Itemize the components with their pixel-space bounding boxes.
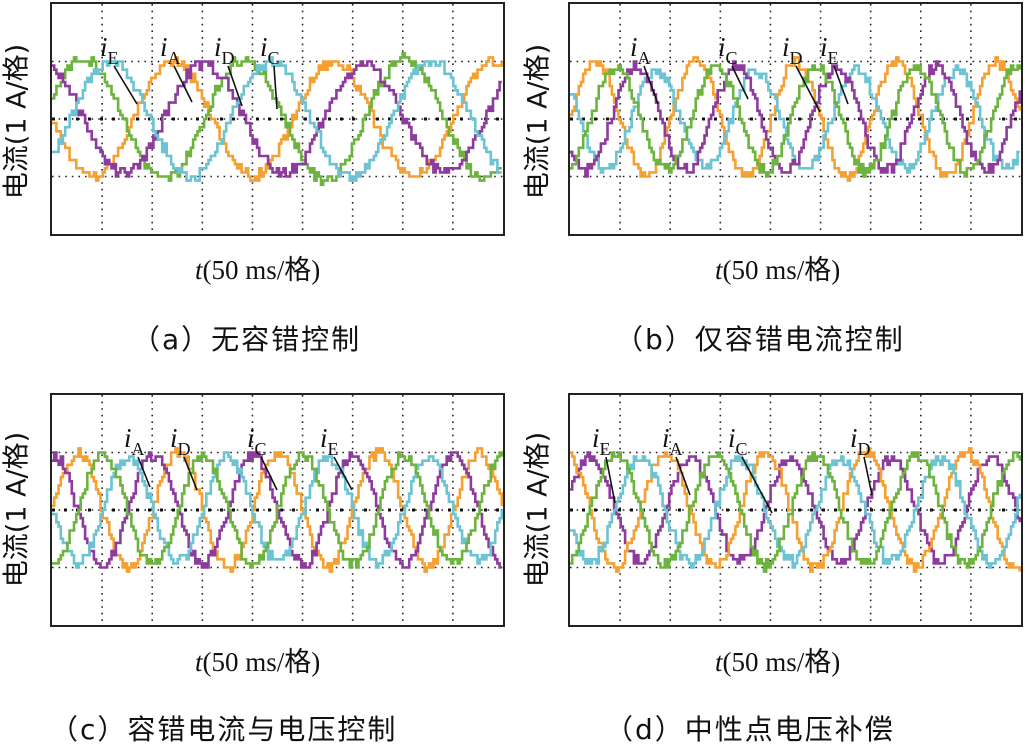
oscillogram-c: iA iD iC iE	[50, 393, 505, 627]
series-line-iA	[570, 447, 1021, 573]
trace-label-text: iA	[160, 32, 181, 68]
grid	[570, 4, 1021, 234]
series-line-iD	[52, 60, 502, 178]
leader-line	[731, 65, 749, 100]
trace-label: iA	[662, 423, 691, 496]
oscillogram-b: iA iC iD iE	[568, 2, 1023, 236]
trace-label-text: iE	[592, 423, 611, 459]
leader-line	[260, 456, 278, 491]
series-line-iE	[52, 451, 503, 569]
x-axis-variable: t	[195, 255, 203, 285]
x-axis-unit: (50 ms/格)	[722, 255, 841, 285]
series-line-iC	[570, 455, 1021, 569]
y-axis-label: 电流(1 A/格)	[522, 431, 554, 588]
x-axis-label: t(50 ms/格)	[195, 640, 320, 679]
leader-line	[795, 65, 821, 113]
leader-line	[741, 456, 773, 514]
trace-label: iC	[260, 32, 280, 110]
chart-canvas-d: iE iA iC iD	[570, 395, 1021, 625]
trace-label-text: iA	[124, 423, 145, 459]
y-axis-label: 电流(1 A/格)	[1, 431, 33, 588]
x-axis-variable: t	[715, 647, 723, 677]
trace-label-text: iD	[170, 423, 191, 459]
trace-label: iE	[100, 32, 138, 105]
trace-label: iA	[124, 423, 151, 488]
trace-label-text: iC	[247, 423, 267, 459]
caption-a: （a）无容错控制	[132, 323, 362, 356]
trace-label: iE	[320, 423, 353, 491]
grid	[52, 4, 503, 234]
series-line-iA	[52, 447, 503, 573]
caption-b: （b）仅容错电流控制	[615, 323, 905, 356]
trace-label-text: iC	[260, 32, 280, 68]
trace-label-text: iA	[662, 423, 683, 459]
leader-line	[273, 65, 278, 110]
caption-d: （d）中性点电压补偿	[605, 713, 895, 746]
leader-line	[113, 65, 138, 105]
trace-label-text: iE	[820, 32, 839, 68]
chart-canvas-a: iE iA iD iC	[52, 4, 503, 234]
leader-line	[137, 456, 151, 488]
caption-c: （c）容错电流与电压控制	[50, 713, 398, 746]
x-axis-unit: (50 ms/格)	[202, 647, 321, 677]
leader-line	[833, 65, 849, 105]
grid	[570, 395, 1021, 625]
trace-label-text: iD	[782, 32, 803, 68]
trace-label: iC	[247, 423, 278, 491]
series-line-iC	[52, 451, 503, 569]
chart-canvas-b: iA iC iD iE	[570, 4, 1021, 234]
series-line-iE	[570, 64, 1021, 178]
trace-label-text: iC	[718, 32, 738, 68]
series-line-iD	[570, 451, 1021, 573]
trace-label: iD	[782, 32, 821, 113]
trace-label: iA	[160, 32, 193, 103]
trace-label: iC	[718, 32, 749, 100]
leader-line	[183, 456, 198, 491]
leader-line	[227, 65, 243, 107]
leader-line	[605, 456, 616, 504]
series-line-iE	[52, 56, 503, 182]
trace-label: iD	[170, 423, 198, 491]
trace-label: iD	[214, 32, 243, 107]
trace-label: iE	[820, 32, 849, 105]
series-line-iA	[52, 52, 502, 186]
y-axis-label: 电流(1 A/格)	[1, 43, 33, 200]
leader-line	[643, 65, 659, 105]
x-axis-label: t(50 ms/格)	[715, 248, 840, 287]
trace-label: iE	[592, 423, 616, 504]
x-axis-label: t(50 ms/格)	[715, 640, 840, 679]
leader-line	[333, 456, 353, 491]
x-axis-variable: t	[715, 255, 723, 285]
series-line-iE	[570, 451, 1021, 565]
chart-canvas-c: iA iD iC iE	[52, 395, 503, 625]
trace-label-text: iD	[850, 423, 871, 459]
series-line-iA	[570, 56, 1021, 182]
series-line-iC	[52, 56, 502, 182]
oscillogram-d: iE iA iC iD	[568, 393, 1023, 627]
x-axis-unit: (50 ms/格)	[202, 255, 321, 285]
trace-label-text: iA	[630, 32, 651, 68]
leader-line	[863, 456, 873, 496]
leader-line	[675, 456, 691, 496]
x-axis-variable: t	[195, 647, 203, 677]
trace-label-text: iC	[728, 423, 748, 459]
trace-label: iD	[850, 423, 873, 496]
oscillogram-a: iE iA iD iC	[50, 2, 505, 236]
x-axis-label: t(50 ms/格)	[195, 248, 320, 287]
trace-label-text: iE	[100, 32, 119, 68]
trace-label: iC	[728, 423, 773, 514]
y-axis-label: 电流(1 A/格)	[522, 43, 554, 200]
x-axis-unit: (50 ms/格)	[722, 647, 841, 677]
leader-line	[173, 65, 193, 103]
trace-label-text: iD	[214, 32, 235, 68]
trace-label-text: iE	[320, 423, 339, 459]
trace-label: iA	[630, 32, 659, 105]
